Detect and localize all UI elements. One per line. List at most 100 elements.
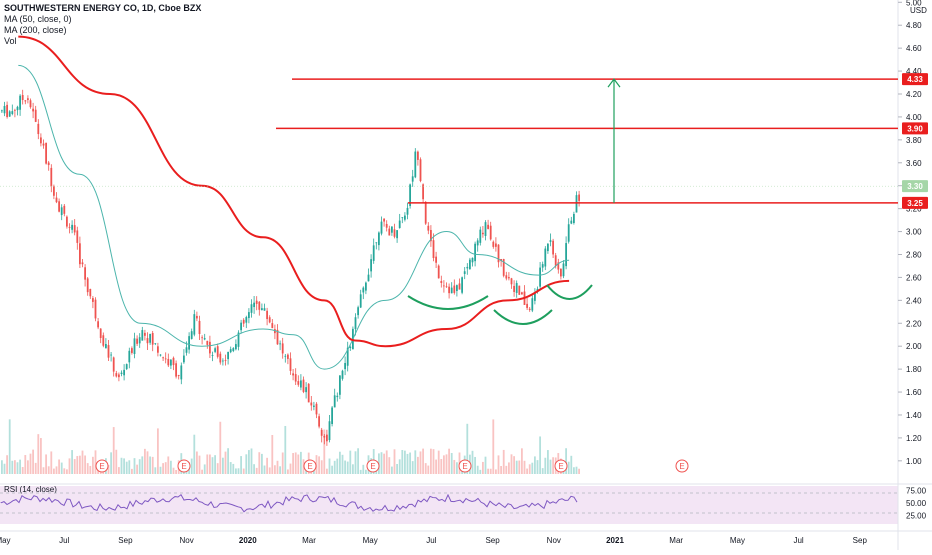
volume-bar [71, 450, 73, 474]
volume-bar [440, 459, 443, 474]
candle-body [224, 360, 227, 361]
volume-bar [159, 466, 162, 474]
volume-bar [55, 466, 58, 474]
volume-bar [281, 452, 284, 474]
volume-bar [547, 450, 549, 474]
candle-body [427, 225, 430, 231]
candle-body [34, 109, 37, 122]
volume-bar [73, 459, 76, 474]
volume-bar [115, 449, 118, 474]
price-axis[interactable]: USD 5.004.804.604.404.204.003.803.603.40… [898, 0, 928, 521]
candle-body [570, 220, 573, 224]
volume-bar [471, 450, 474, 474]
candle-body [81, 262, 84, 265]
volume-bar [380, 452, 383, 474]
price-level-tag-text: 4.33 [907, 75, 923, 84]
volume-bar [66, 469, 68, 474]
candle-body [432, 240, 435, 259]
volume-bar [502, 449, 505, 474]
candle-body [73, 225, 76, 233]
earnings-marker[interactable]: E [554, 459, 568, 473]
earnings-marker-circle [554, 459, 568, 473]
earnings-marker[interactable]: E [675, 459, 689, 473]
volume-bar [79, 455, 81, 474]
volume-bar [539, 436, 541, 474]
volume-bar [253, 464, 255, 474]
candle-body [422, 184, 424, 200]
volume-bar [479, 469, 482, 474]
volume-bar [466, 423, 469, 474]
volume-bar [237, 468, 240, 474]
candle-body [313, 405, 315, 407]
candle-body [349, 346, 352, 349]
candle-body [541, 264, 544, 268]
legend-ma50[interactable]: MA (50, close, 0) [4, 14, 72, 24]
volume-bar [476, 465, 479, 474]
candle-body [560, 268, 562, 277]
candle-body [474, 243, 476, 262]
candle-body [435, 256, 437, 263]
currency-label: USD [910, 6, 927, 15]
time-tick-label: 2020 [239, 536, 257, 545]
volume-bar [94, 450, 97, 474]
volume-bar [133, 458, 136, 474]
legend-symbol: SOUTHWESTERN ENERGY CO, 1D, Cboe BZX [4, 3, 202, 13]
volume-bar [505, 465, 508, 474]
volume-bar [268, 467, 271, 474]
candle-body [362, 287, 365, 293]
legend-vol[interactable]: Vol [4, 36, 17, 46]
volume-bar [393, 449, 396, 474]
candle-body [227, 351, 229, 360]
candle-body [1, 110, 3, 112]
volume-bar [248, 450, 250, 474]
candle-body [302, 379, 305, 392]
candle-body [531, 298, 534, 311]
volume-bar [396, 463, 398, 474]
rsi-band [0, 486, 898, 524]
earnings-marker[interactable]: E [303, 459, 317, 473]
candle-body [305, 387, 307, 393]
candle-body [484, 222, 487, 236]
volume-bar [154, 467, 157, 474]
price-tick-label: 3.20 [906, 205, 922, 214]
volume-bar [261, 453, 263, 474]
candle-body [292, 373, 294, 376]
volume-bar [284, 425, 287, 474]
volume-bar [76, 456, 79, 474]
volume-bar [333, 460, 336, 474]
legend-ma200[interactable]: MA (200, close) [4, 25, 67, 35]
volume-bar [435, 459, 437, 474]
candle-body [219, 353, 222, 363]
candle-body [253, 302, 255, 308]
price-tick-label: 4.20 [906, 90, 922, 99]
candle-body [29, 100, 32, 108]
volume-bar [240, 456, 242, 474]
candle-body [112, 357, 115, 372]
volume-bar [21, 467, 24, 474]
earnings-marker[interactable]: E [458, 459, 472, 473]
candle-body [495, 243, 497, 247]
drawings[interactable] [0, 78, 898, 325]
candle-body [401, 217, 404, 219]
earnings-marker[interactable]: E [366, 459, 380, 473]
candles [1, 89, 580, 446]
volume-bar [196, 451, 198, 474]
candle-body [242, 319, 245, 324]
earnings-marker[interactable]: E [177, 459, 191, 473]
volume-bar [297, 454, 300, 474]
candle-body [404, 215, 406, 220]
candle-body [461, 277, 463, 293]
time-axis[interactable]: May Jul Sep Nov 2020 Mar May Jul Sep Nov 2021 Mar Ma… [0, 536, 867, 545]
volume-bar [383, 453, 385, 474]
price-level-tag-text: 3.25 [907, 199, 923, 208]
candle-body [141, 330, 144, 341]
candle-body [370, 259, 372, 272]
candle-body [419, 159, 422, 182]
right-shoulder-arc [546, 284, 593, 300]
candle-body [388, 228, 391, 236]
earnings-marker[interactable]: E [95, 459, 109, 473]
candle-body [136, 338, 138, 344]
